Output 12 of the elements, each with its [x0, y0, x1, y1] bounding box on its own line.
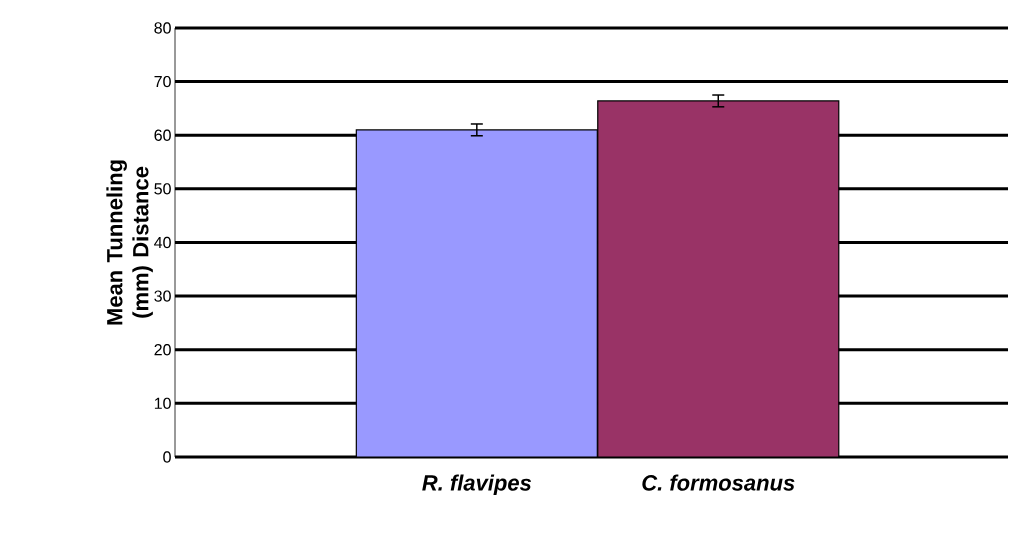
y-tick-label: 0 [163, 451, 171, 463]
y-tick-label: 60 [154, 129, 171, 141]
y-tick-label: 70 [154, 75, 171, 88]
x-tick-label: C. formosanus [642, 474, 795, 491]
y-tick-label: 50 [154, 183, 171, 195]
y-tick-label: 40 [154, 236, 171, 249]
y-tick-label: 10 [154, 397, 171, 410]
y-tick-label: 20 [154, 344, 171, 356]
y-tick-label: 80 [154, 22, 171, 34]
y-axis-title: Mean Tunneling (mm) Distance [106, 160, 153, 325]
x-tick-label: R. flavipes [422, 474, 532, 496]
y-tick-label: 30 [154, 290, 171, 302]
